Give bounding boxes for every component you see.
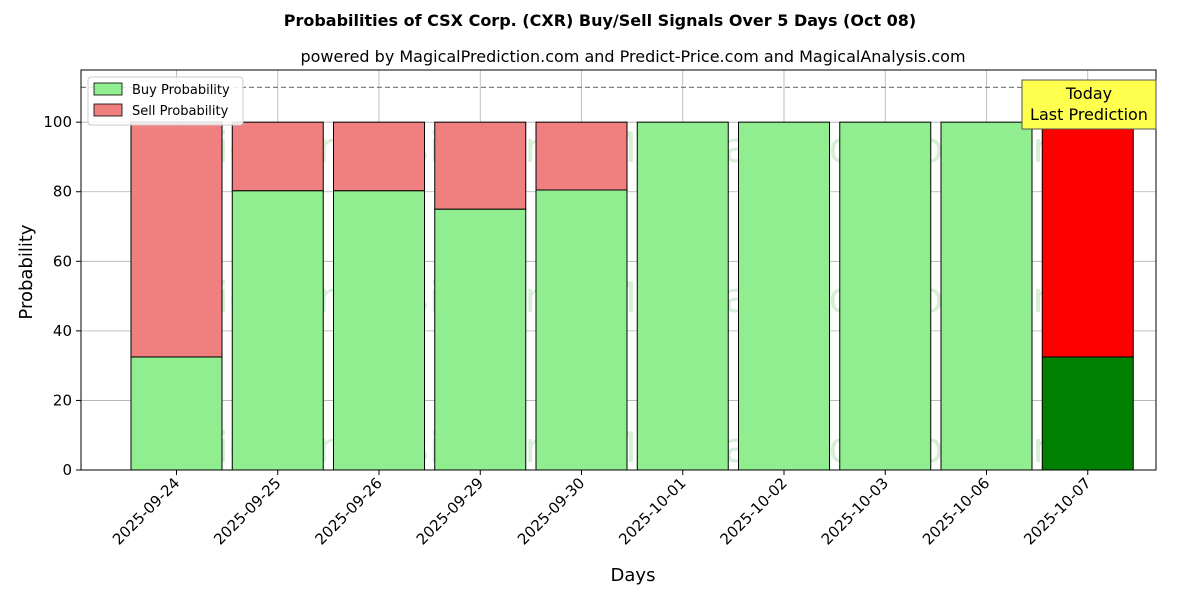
x-tick-label: 2025-09-25 — [210, 474, 284, 548]
y-axis-label: Probability — [16, 224, 37, 319]
bar-buy-2025-09-26 — [333, 190, 425, 471]
y-tick-label: 60 — [53, 252, 72, 270]
x-tick-label: 2025-10-03 — [818, 474, 892, 548]
bar-sell-2025-09-30 — [535, 121, 628, 191]
y-tick-label: 40 — [53, 322, 72, 340]
bar-sell-2025-09-24 — [130, 121, 223, 358]
x-tick-label: 2025-10-01 — [615, 474, 689, 548]
y-axis-ticks: 0 20 40 60 80 100 — [43, 113, 81, 479]
bar-sell-2025-09-26 — [333, 121, 425, 192]
x-axis-label: Days — [611, 565, 656, 586]
annotation-box — [1021, 79, 1157, 130]
y-tick-label: 100 — [43, 113, 72, 131]
legend-box — [87, 76, 244, 126]
legend-swatch-buy — [93, 82, 123, 96]
chart-title: Probabilities of CSX Corp. (CXR) Buy/Sel… — [284, 11, 917, 30]
legend: Buy Probability Sell Probability — [87, 76, 244, 126]
y-tick-label: 20 — [53, 391, 72, 409]
legend-label-buy: Buy Probability — [132, 83, 230, 98]
x-tick-label: 2025-10-06 — [919, 474, 993, 548]
bar-sell-2025-10-07 — [1041, 121, 1134, 358]
y-tick-label: 0 — [62, 461, 72, 479]
y-tick-label: 80 — [53, 183, 72, 201]
bar-buy-2025-10-03 — [839, 121, 932, 471]
bar-buy-2025-09-29 — [434, 208, 527, 471]
chart-subtitle: powered by MagicalPrediction.com and Pre… — [300, 47, 965, 66]
x-tick-label: 2025-10-07 — [1020, 474, 1094, 548]
bar-buy-2025-10-02 — [738, 121, 830, 471]
bar-buy-2025-09-24 — [130, 356, 223, 471]
plot-frame — [80, 69, 1157, 471]
bar-sell-2025-09-29 — [434, 121, 527, 210]
annotation-line-last-prediction: Last Prediction — [1030, 105, 1148, 124]
x-tick-label: 2025-09-24 — [109, 474, 183, 548]
x-tick-label: 2025-09-30 — [514, 474, 588, 548]
x-tick-label: 2025-10-02 — [716, 474, 790, 548]
x-tick-label: 2025-09-26 — [311, 474, 385, 548]
bar-buy-2025-09-25 — [231, 190, 324, 471]
bar-buy-2025-09-30 — [535, 189, 628, 471]
today-annotation: Today Last Prediction — [1021, 79, 1157, 130]
bar-buy-2025-10-07 — [1041, 356, 1134, 471]
bar-buy-2025-10-06 — [940, 121, 1033, 471]
annotation-line-today: Today — [1065, 84, 1112, 103]
x-tick-label: 2025-09-29 — [413, 474, 487, 548]
bars — [130, 121, 1134, 471]
legend-swatch-sell — [93, 103, 123, 117]
bar-sell-2025-09-25 — [231, 121, 324, 192]
x-axis-ticks: 2025-09-24 2025-09-25 2025-09-26 2025-09-29… — [109, 470, 1095, 548]
legend-label-sell: Sell Probability — [132, 104, 229, 119]
bar-buy-2025-10-01 — [636, 121, 729, 471]
